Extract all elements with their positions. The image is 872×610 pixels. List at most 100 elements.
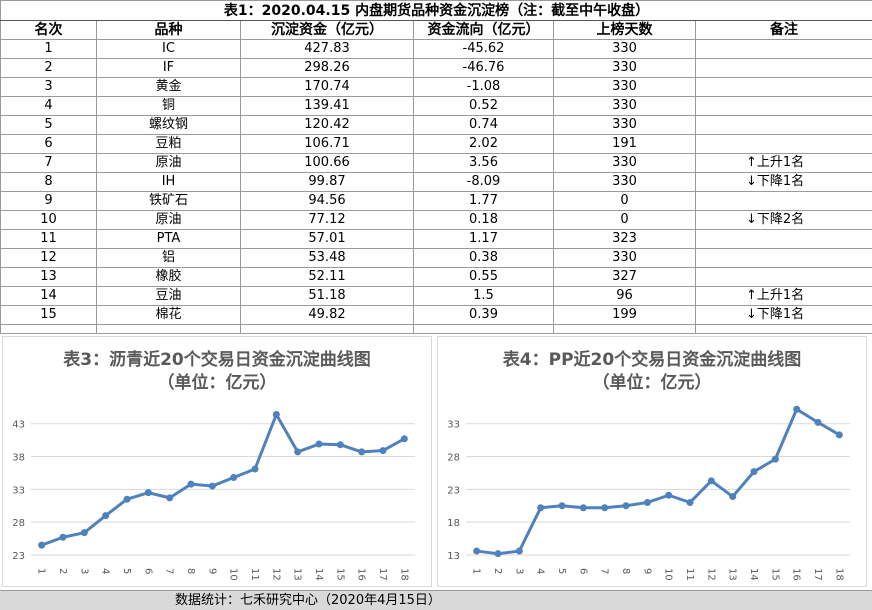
y-tick-label: 43 — [12, 420, 25, 431]
note-cell — [696, 59, 872, 78]
table-cell: IH — [97, 173, 241, 192]
data-point — [358, 448, 365, 455]
x-tick-label: 17 — [377, 568, 388, 581]
empty-cell — [1, 325, 97, 334]
data-point — [559, 502, 566, 509]
table-cell: 1 — [1, 40, 97, 59]
table-cell: 原油 — [97, 154, 241, 173]
table-cell: 2.02 — [414, 135, 554, 154]
table-cell: 327 — [554, 268, 696, 287]
data-point — [337, 441, 344, 448]
header-cell: 上榜天数 — [554, 21, 696, 40]
note-cell — [696, 268, 872, 287]
header-row: 名次品种沉淀资金（亿元）资金流向（亿元）上榜天数备注 — [1, 21, 872, 40]
x-tick-label: 10 — [228, 568, 239, 581]
table-cell: 4 — [1, 97, 97, 116]
header-cell: 品种 — [97, 21, 241, 40]
data-point — [188, 481, 195, 488]
note-cell: ↑上升1名 — [696, 287, 872, 306]
x-tick-label: 15 — [769, 568, 780, 581]
x-tick-label: 12 — [705, 568, 716, 581]
chart-subtitle: （单位：亿元） — [158, 372, 277, 393]
empty-cell — [414, 325, 554, 334]
data-point — [708, 477, 715, 484]
table-cell: 1.77 — [414, 192, 554, 211]
note-cell: ↑上升1名 — [696, 154, 872, 173]
note-cell — [696, 135, 872, 154]
table-cell: 3 — [1, 78, 97, 97]
table-cell: 10 — [1, 211, 97, 230]
table-cell: IC — [97, 40, 241, 59]
x-tick-label: 17 — [812, 568, 823, 581]
x-tick-label: 3 — [513, 568, 524, 574]
y-tick-label: 28 — [447, 453, 460, 464]
table-cell: 原油 — [97, 211, 241, 230]
table-cell: 0.39 — [414, 306, 554, 325]
table-cell: 96 — [554, 287, 696, 306]
note-cell — [696, 78, 872, 97]
table-cell: 330 — [554, 116, 696, 135]
note-cell: ↓下降1名 — [696, 173, 872, 192]
note-cell — [696, 40, 872, 59]
data-point — [81, 529, 88, 536]
table-cell: 15 — [1, 306, 97, 325]
footer-text: 数据统计：七禾研究中心（2020年4月15日） — [175, 591, 441, 610]
data-point — [665, 492, 672, 499]
x-tick-label: 14 — [313, 568, 324, 581]
table-cell: 330 — [554, 97, 696, 116]
x-tick-label: 16 — [791, 568, 802, 581]
data-line — [477, 409, 840, 553]
table-title: 表1：2020.04.15 内盘期货品种资金沉淀榜（注：截至中午收盘） — [1, 1, 872, 21]
x-tick-label: 2 — [492, 568, 503, 574]
x-tick-label: 18 — [398, 568, 409, 581]
table-cell: 106.71 — [241, 135, 414, 154]
data-point — [294, 448, 301, 455]
table-cell: 12 — [1, 249, 97, 268]
data-point — [537, 504, 544, 511]
chart-title: 表3：沥青近20个交易日资金沉淀曲线图 — [63, 349, 371, 370]
ranking-table: 表1：2020.04.15 内盘期货品种资金沉淀榜（注：截至中午收盘） 名次品种… — [0, 0, 872, 334]
y-tick-label: 33 — [447, 420, 460, 431]
data-point — [473, 548, 480, 555]
table-cell: 13 — [1, 268, 97, 287]
data-point — [495, 550, 502, 557]
data-point — [815, 419, 822, 426]
data-point — [145, 489, 152, 496]
empty-row — [1, 325, 872, 334]
table-cell: 0.74 — [414, 116, 554, 135]
empty-cell — [97, 325, 241, 334]
x-tick-label: 14 — [748, 568, 759, 581]
x-tick-label: 10 — [663, 568, 674, 581]
table-cell: 0 — [554, 192, 696, 211]
note-cell: ↓下降1名 — [696, 306, 872, 325]
table-cell: 3.56 — [414, 154, 554, 173]
table-cell: 330 — [554, 40, 696, 59]
data-point — [60, 534, 67, 541]
table-cell: 橡胶 — [97, 268, 241, 287]
table-cell: 6 — [1, 135, 97, 154]
header-cell: 名次 — [1, 21, 97, 40]
data-point — [793, 406, 800, 413]
table-cell: PTA — [97, 230, 241, 249]
data-point — [516, 548, 523, 555]
data-point — [729, 493, 736, 500]
data-point — [772, 456, 779, 463]
y-tick-label: 23 — [447, 485, 460, 496]
data-point — [166, 494, 173, 501]
header-cell: 资金流向（亿元） — [414, 21, 554, 40]
table-cell: 427.83 — [241, 40, 414, 59]
note-cell — [696, 230, 872, 249]
data-point — [751, 468, 758, 475]
x-tick-label: 5 — [121, 568, 132, 574]
x-tick-label: 15 — [334, 568, 345, 581]
